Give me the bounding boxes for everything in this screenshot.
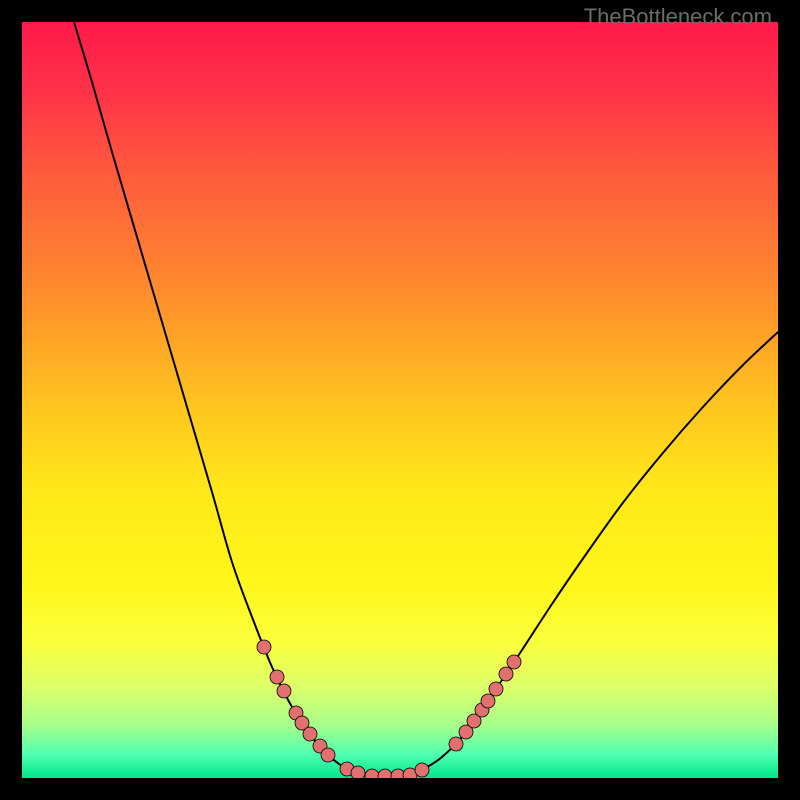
chart-svg	[22, 22, 778, 778]
plot-area	[22, 22, 778, 778]
data-marker	[449, 737, 463, 751]
bottleneck-curve	[74, 22, 778, 776]
data-marker	[378, 769, 392, 778]
data-marker	[499, 667, 513, 681]
data-marker	[481, 694, 495, 708]
outer-frame: TheBottleneck.com	[0, 0, 800, 800]
data-marker	[257, 640, 271, 654]
data-marker	[303, 727, 317, 741]
data-marker	[415, 763, 429, 777]
data-marker	[270, 670, 284, 684]
data-marker	[365, 769, 379, 778]
data-marker	[507, 655, 521, 669]
data-marker	[277, 684, 291, 698]
data-marker	[351, 766, 365, 778]
watermark-text: TheBottleneck.com	[584, 4, 772, 30]
marker-group	[257, 640, 521, 778]
data-marker	[321, 748, 335, 762]
data-marker	[489, 682, 503, 696]
